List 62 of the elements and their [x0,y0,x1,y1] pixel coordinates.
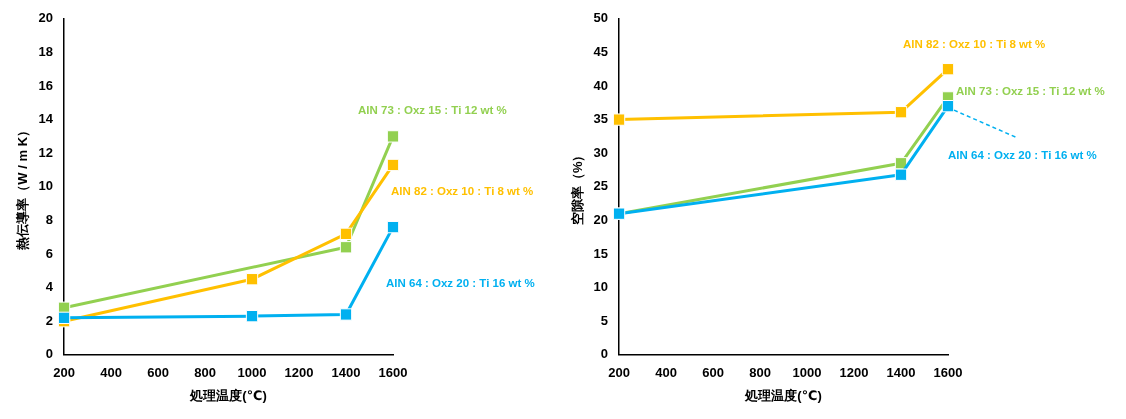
y-tick-label: 0 [600,346,609,362]
point [245,310,259,323]
y-tick-label: 6 [45,245,54,261]
text: AlN 82 : Oxz 10 : Ti 8 wt % [903,38,1046,51]
text: AlN 73 : Oxz 15 : Ti 12 wt % [358,103,507,116]
y-tick-label: 50 [593,10,609,26]
y-tick-label: 8 [45,211,54,227]
y-tick-label: 40 [593,77,609,93]
x-tick-label: 400 [100,365,122,381]
y-tick-label: 4 [45,279,54,295]
point [386,130,400,143]
x-axis-title: 処理温度(℃) [744,387,822,403]
x-tick-label: 1000 [237,365,267,381]
x-tick-label: 600 [702,365,724,381]
y-tick-label: 14 [38,111,54,127]
y-tick-label: 5 [600,312,609,328]
y-tick-label: 25 [593,178,609,194]
y-tick-label: 12 [38,144,54,160]
y-tick-label: 16 [38,77,54,93]
y-tick-label: 15 [593,245,609,261]
x-tick-label: 800 [749,365,771,381]
y-tick-label: 20 [593,211,609,227]
point [386,158,400,172]
y-tick-label: 35 [593,111,609,127]
x-tick-label: 1600 [933,365,963,381]
series-label: AlN 73 : Oxz 15 : Ti 12 wt % [956,84,1105,97]
point [941,63,955,76]
point [57,311,71,324]
point [339,227,353,240]
text: AlN 64 : Oxz 20 : Ti 16 wt % [948,149,1097,162]
y-tick-label: 0 [45,346,54,362]
x-tick-label: 400 [655,365,677,381]
y-tick-label: 45 [593,43,609,59]
x-tick-label: 1000 [792,365,822,381]
x-tick-label: 600 [147,365,169,381]
y-tick-label: 18 [38,43,54,59]
point [894,168,908,181]
y-tick-label: 30 [593,144,609,160]
point [339,241,353,254]
series-label: AlN 82 : Oxz 10 : Ti 8 wt % [391,185,534,198]
x-tick-label: 1600 [378,365,408,381]
x-tick-label: 1400 [331,365,361,381]
x-axis-title: 処理温度(℃) [189,387,267,403]
point [386,220,400,234]
x-tick-label: 1400 [886,365,916,381]
y-tick-label: 20 [38,10,54,26]
y-axis-title: 空隙率（%） [570,148,586,226]
x-tick-label: 200 [608,365,630,381]
series-label: AlN 64 : Oxz 20 : Ti 16 wt % [386,277,535,290]
x-tick-label: 800 [194,365,216,381]
point [245,273,259,286]
x-tick-label: 1200 [839,365,869,381]
y-tick-label: 10 [593,279,609,295]
point [339,308,353,321]
point [894,106,908,119]
point [941,100,955,113]
y-tick-label: 10 [38,178,54,194]
y-tick-label: 2 [45,312,54,328]
x-tick-label: 1200 [284,365,314,381]
y-axis-title: 熱伝導率（W / m K） [15,123,31,251]
point [612,113,626,126]
x-tick-label: 200 [53,365,75,381]
